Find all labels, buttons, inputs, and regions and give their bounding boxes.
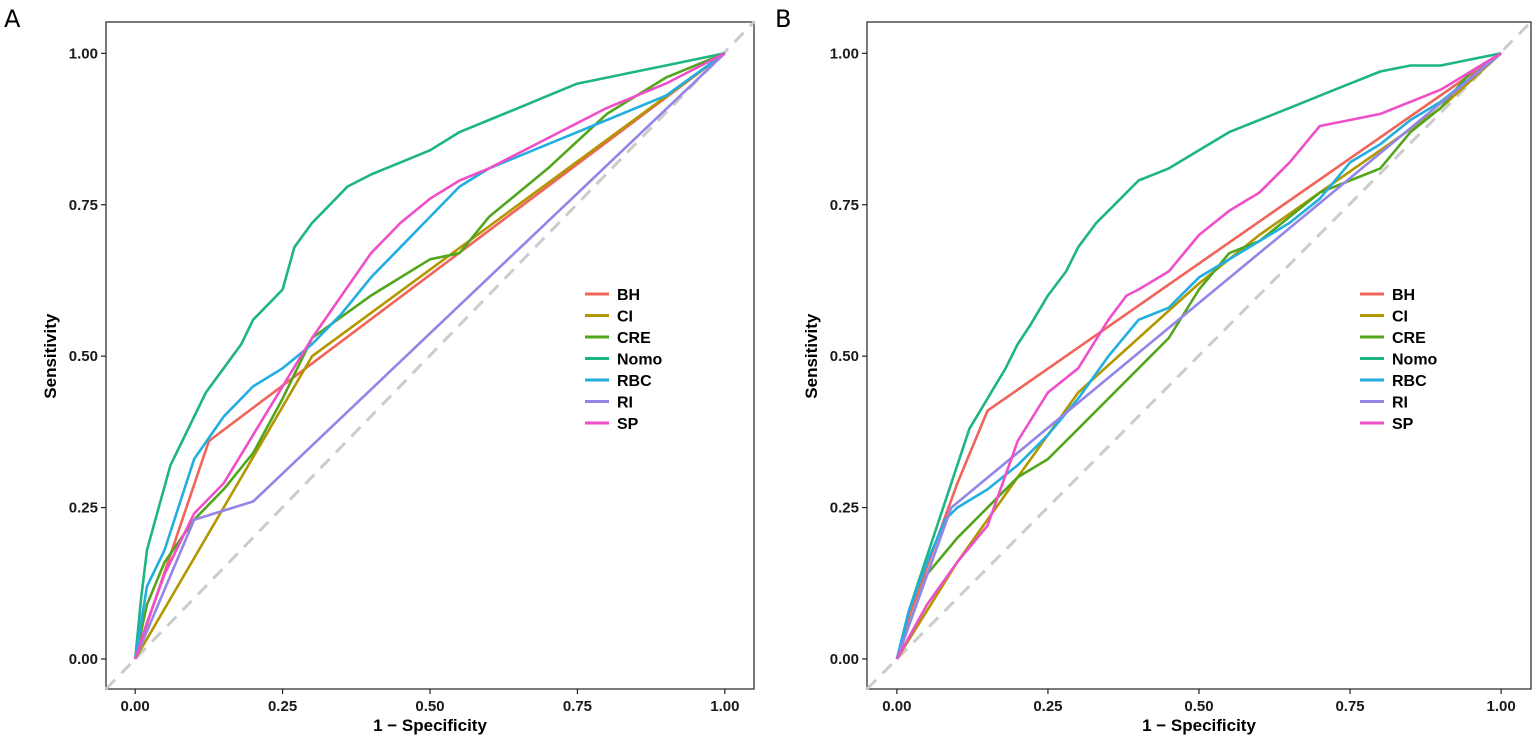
- y-tick-label: 0.75: [69, 197, 98, 214]
- x-axis-title: 1 − Specificity: [373, 716, 487, 735]
- legend-label-bh: BH: [617, 287, 640, 304]
- legend-label-ci: CI: [617, 309, 633, 326]
- legend-label-bh: BH: [1392, 287, 1415, 304]
- x-tick-label: 1.00: [1487, 698, 1516, 715]
- x-tick-label: 0.00: [882, 698, 911, 715]
- legend-label-cre: CRE: [1392, 330, 1426, 347]
- x-tick-label: 0.00: [121, 698, 150, 715]
- legend: BH CI CRE Nomo RBC RI SP: [585, 287, 663, 433]
- x-tick-label: 0.50: [1184, 698, 1213, 715]
- legend-label-rbc: RBC: [617, 373, 652, 390]
- reference-diagonal: [104, 20, 756, 691]
- roc-curve-nomo: [895, 52, 1502, 660]
- x-tick-label: 0.75: [1335, 698, 1364, 715]
- roc-curve-sp: [133, 52, 726, 660]
- x-axis-title: 1 − Specificity: [1142, 716, 1256, 735]
- roc-curve-ri: [134, 52, 726, 660]
- y-axis-title: Sensitivity: [41, 313, 60, 399]
- panel-label-a: A: [4, 5, 21, 33]
- legend-label-ci: CI: [1392, 309, 1408, 326]
- roc-curve-ri: [895, 52, 1502, 660]
- x-tick-label: 0.25: [1033, 698, 1062, 715]
- x-tick-label: 0.75: [563, 698, 592, 715]
- legend-label-sp: SP: [617, 416, 639, 433]
- y-tick-label: 0.25: [830, 500, 859, 517]
- y-tick-label: 0.75: [830, 197, 859, 214]
- y-tick-label: 1.00: [830, 45, 859, 62]
- roc-panel-a: 0.00 0.25 0.50 0.75 1.00 0.00 0.25 0.50 0.75 1.00…: [41, 20, 756, 735]
- legend-label-cre: CRE: [617, 330, 651, 347]
- roc-curve-rbc: [895, 52, 1502, 660]
- legend-label-nomo: Nomo: [617, 352, 663, 369]
- y-tick-label: 0.00: [69, 651, 98, 668]
- y-axis-title: Sensitivity: [802, 313, 821, 399]
- legend-label-ri: RI: [617, 395, 633, 412]
- legend: BH CI CRE Nomo RBC RI SP: [1360, 287, 1438, 433]
- legend-label-rbc: RBC: [1392, 373, 1427, 390]
- reference-diagonal: [865, 20, 1533, 691]
- y-tick-label: 1.00: [69, 45, 98, 62]
- roc-curve-ci: [134, 52, 726, 660]
- roc-curve-nomo: [133, 52, 726, 660]
- y-tick-label: 0.00: [830, 651, 859, 668]
- x-tick-label: 1.00: [710, 698, 739, 715]
- y-tick-label: 0.25: [69, 500, 98, 517]
- panel-label-b: B: [775, 5, 791, 33]
- legend-label-ri: RI: [1392, 395, 1408, 412]
- roc-panel-b: 0.00 0.25 0.50 0.75 1.00 0.00 0.25 0.50 0.75 1.00…: [802, 20, 1533, 735]
- roc-curve-cre: [133, 52, 726, 660]
- x-tick-label: 0.50: [415, 698, 444, 715]
- roc-curve-sp: [895, 52, 1502, 660]
- legend-label-sp: SP: [1392, 416, 1414, 433]
- x-tick-label: 0.25: [268, 698, 297, 715]
- roc-curve-rbc: [133, 52, 726, 660]
- y-tick-label: 0.50: [69, 348, 98, 365]
- y-tick-label: 0.50: [830, 348, 859, 365]
- legend-label-nomo: Nomo: [1392, 352, 1438, 369]
